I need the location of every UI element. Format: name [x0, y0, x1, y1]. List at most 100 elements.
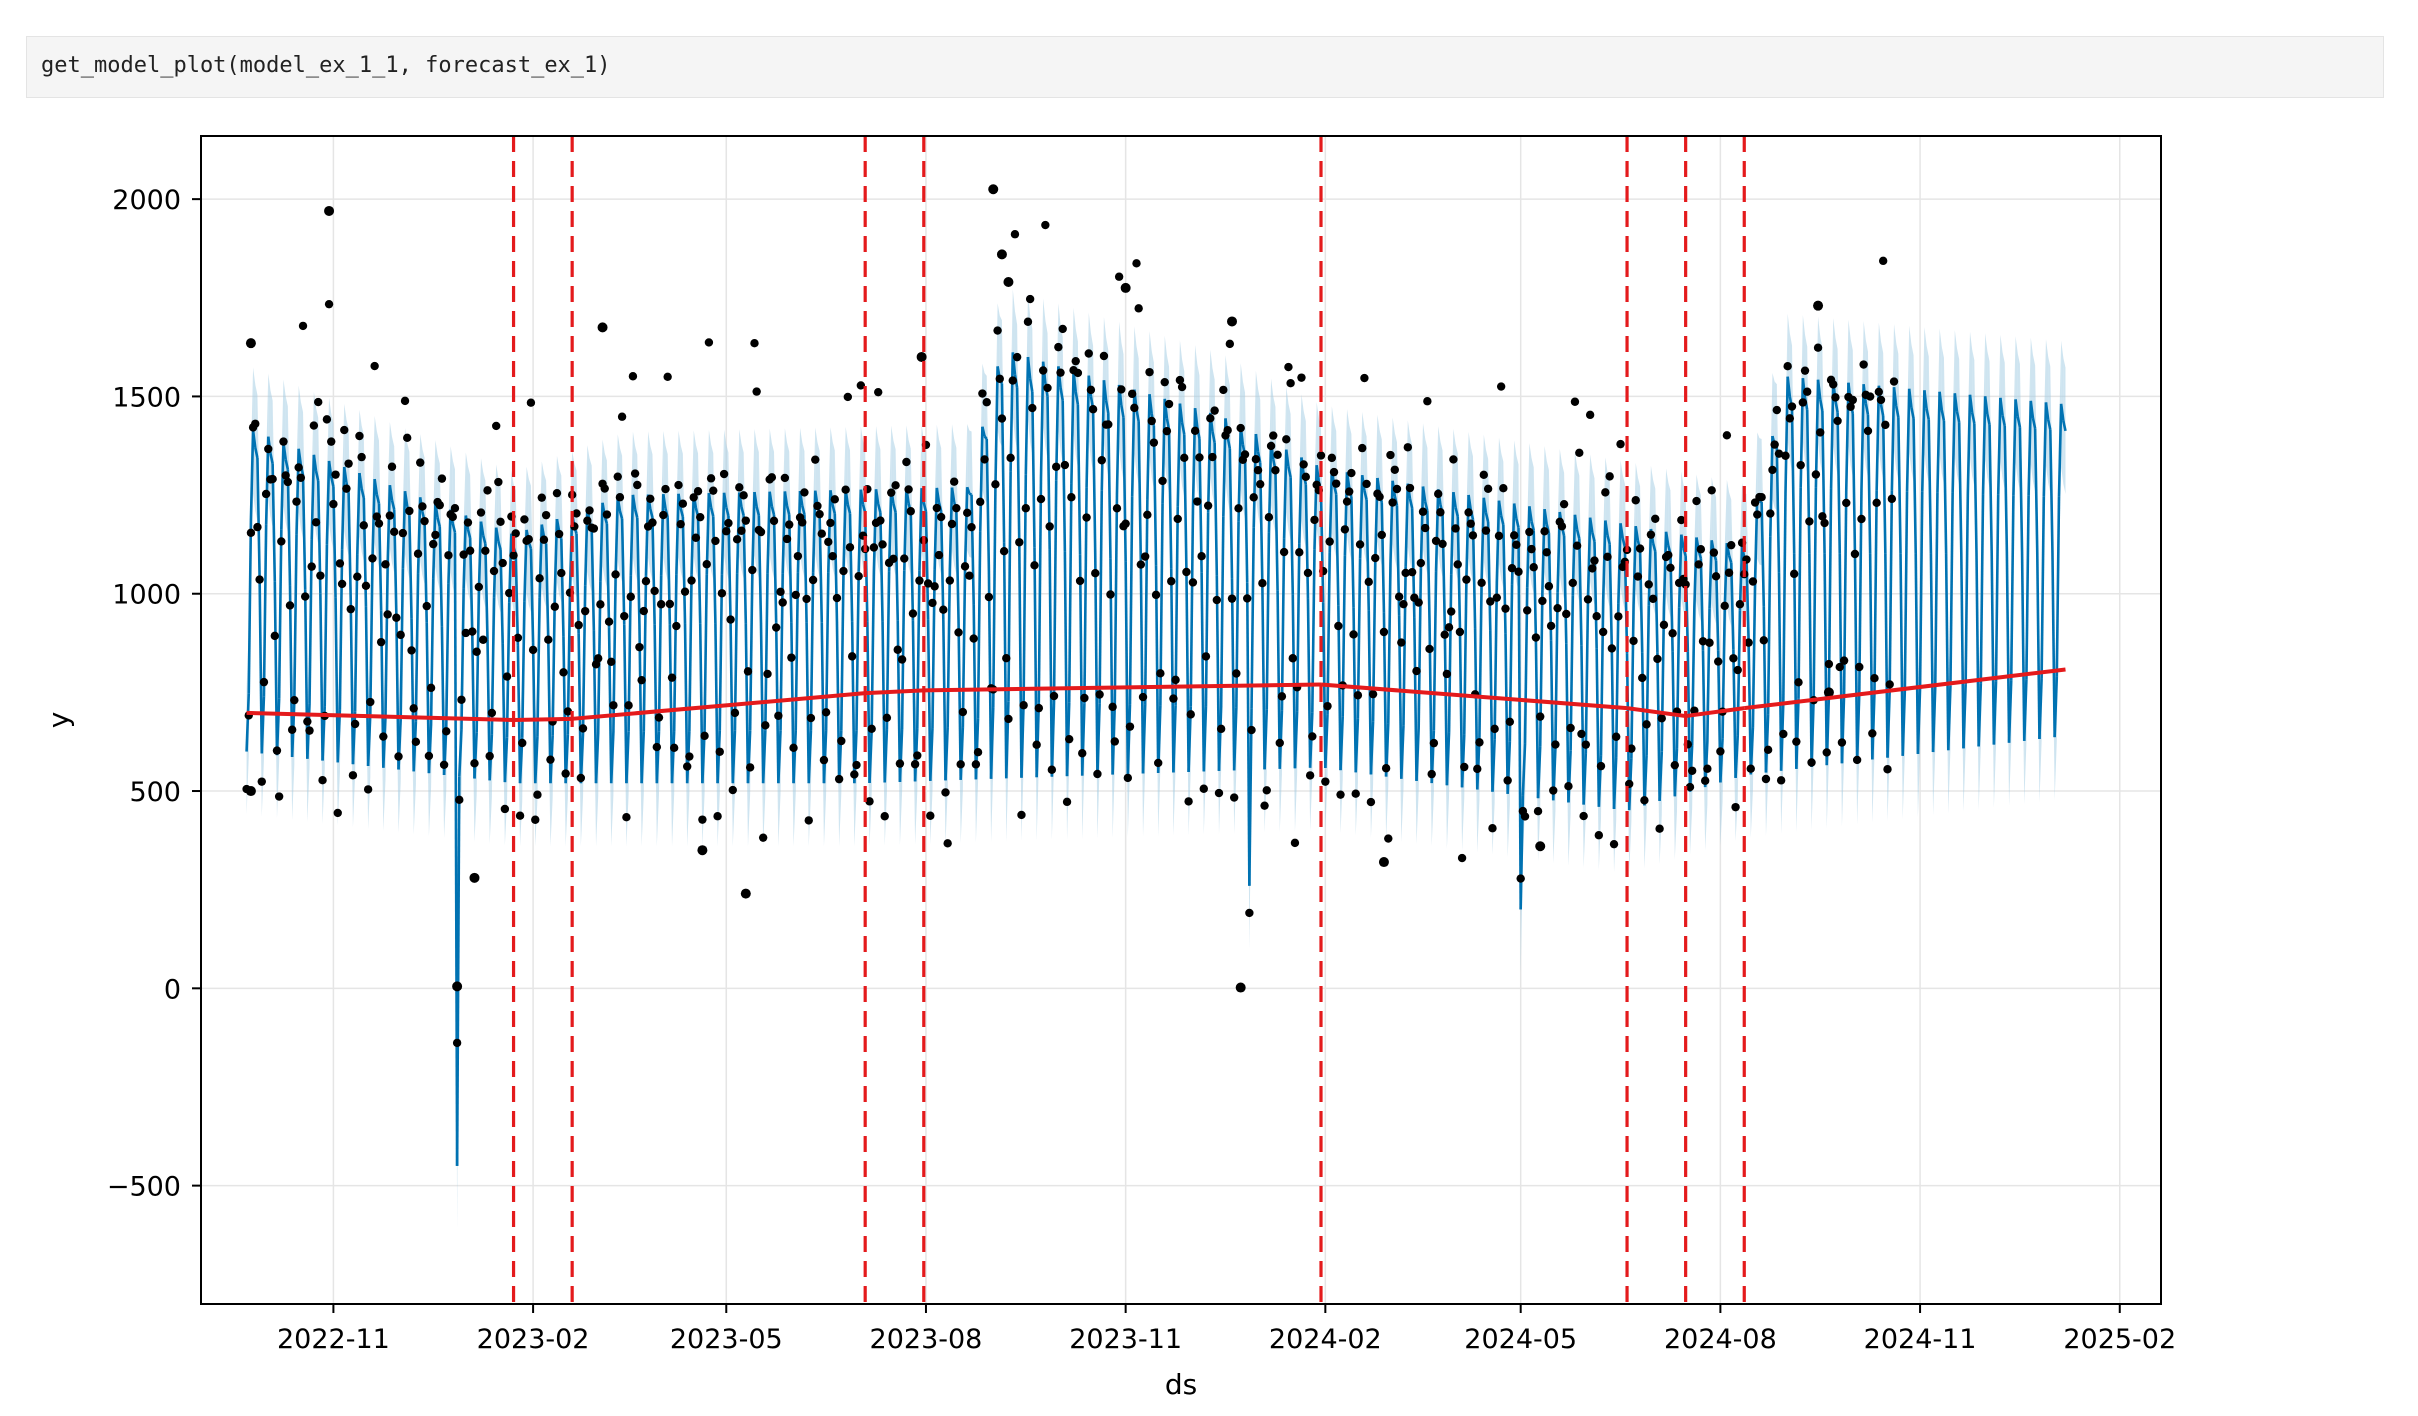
observed-point: [939, 605, 948, 614]
observed-point-outlier: [1003, 277, 1014, 287]
observed-point: [739, 491, 748, 500]
observed-point: [821, 708, 831, 717]
observed-point: [717, 589, 727, 598]
forecast-line: [1999, 397, 2004, 416]
observed-point: [600, 484, 609, 493]
observed-point: [689, 493, 698, 502]
forecast-line: [1918, 491, 1924, 689]
observed-point: [819, 755, 829, 765]
observed-point: [1047, 765, 1057, 774]
observed-point: [381, 560, 390, 569]
forecast-line: [1004, 701, 1010, 779]
code-cell[interactable]: get_model_plot(model_ex_1_1, forecast_ex…: [26, 36, 2384, 98]
forecast-line: [1916, 688, 1922, 754]
observed-point: [1418, 507, 1428, 516]
forecast-line: [1621, 537, 1627, 548]
forecast-line: [577, 633, 583, 784]
forecast-line: [2053, 676, 2059, 738]
forecast-line: [751, 492, 756, 574]
forecast-line: [1662, 531, 1668, 607]
forecast-line: [1180, 422, 1186, 435]
forecast-line: [1638, 549, 1644, 653]
forecast-line: [1881, 415, 1887, 554]
forecast-line: [425, 622, 431, 774]
observed-point: [730, 708, 740, 718]
observed-point: [1351, 789, 1360, 798]
forecast-line: [1473, 628, 1479, 790]
forecast-line: [1497, 500, 1503, 516]
forecast-line: [1567, 750, 1572, 803]
observed-point: [1349, 630, 1358, 639]
observed-point: [1201, 652, 1211, 661]
observed-point: [1216, 724, 1226, 734]
forecast-line: [1936, 391, 1941, 493]
observed-point: [1633, 572, 1643, 581]
observed-point: [400, 396, 410, 406]
forecast-line: [1677, 534, 1683, 608]
code-text: get_model_plot(model_ex_1_1, forecast_ex…: [41, 53, 611, 78]
observed-point: [327, 437, 336, 446]
forecast-line: [859, 489, 865, 505]
forecast-line: [1456, 516, 1462, 626]
observed-point: [1114, 272, 1124, 281]
forecast-line: [1816, 379, 1822, 400]
observed-point: [609, 701, 618, 710]
forecast-line: [1148, 394, 1153, 414]
forecast-line: [1543, 508, 1549, 525]
forecast-line: [293, 534, 298, 702]
observed-point: [333, 808, 342, 818]
observed-point: [1816, 428, 1825, 437]
observed-point: [1865, 392, 1875, 401]
observed-point: [253, 522, 262, 532]
observed-point: [1401, 568, 1410, 578]
forecast-line: [931, 569, 936, 729]
forecast-line: [334, 597, 340, 763]
observed-point: [1811, 470, 1821, 479]
observed-point: [1049, 691, 1059, 701]
forecast-line: [364, 606, 370, 766]
forecast-line: [1671, 651, 1677, 797]
forecast-line: [1929, 553, 1935, 753]
forecast-line: [2049, 429, 2054, 554]
forecast-line: [1326, 552, 1331, 715]
forecast-line: [1897, 417, 1902, 554]
forecast-line: [1304, 484, 1310, 599]
observed-point: [1279, 547, 1289, 557]
observed-point: [1195, 453, 1204, 462]
observed-point: [413, 549, 423, 558]
observed-point: [1182, 567, 1191, 577]
x-axis-label: ds: [1165, 1368, 1197, 1401]
observed-point: [876, 516, 885, 525]
observed-point: [374, 519, 384, 528]
observed-point: [1505, 717, 1515, 726]
forecast-line: [1386, 563, 1392, 724]
forecast-line: [1102, 380, 1108, 401]
observed-point: [1377, 530, 1386, 540]
observed-point: [1321, 777, 1330, 786]
forecast-line: [1549, 640, 1555, 801]
forecast-line: [1617, 523, 1622, 604]
forecast-line: [1243, 455, 1249, 583]
forecast-line: [1949, 492, 1954, 686]
forecast-line: [1050, 702, 1056, 777]
forecast-line: [1061, 400, 1067, 552]
observed-point: [973, 748, 983, 757]
forecast-line: [1252, 433, 1258, 528]
forecast-line: [1126, 704, 1132, 775]
y-tick-label: 1500: [112, 382, 181, 413]
forecast-line: [783, 491, 789, 507]
observed-point: [1208, 452, 1217, 462]
observed-point-outlier: [597, 322, 608, 333]
observed-point: [735, 483, 744, 492]
observed-point: [761, 721, 770, 730]
observed-point: [1631, 496, 1640, 505]
trend-line: [1626, 706, 1686, 719]
forecast-line: [1202, 706, 1208, 772]
observed-point: [422, 601, 431, 611]
forecast-line: [675, 493, 680, 575]
observed-point: [910, 760, 920, 769]
observed-point: [1360, 373, 1369, 383]
forecast-line: [1738, 545, 1744, 611]
observed-point: [715, 747, 724, 756]
observed-point: [1368, 689, 1378, 699]
